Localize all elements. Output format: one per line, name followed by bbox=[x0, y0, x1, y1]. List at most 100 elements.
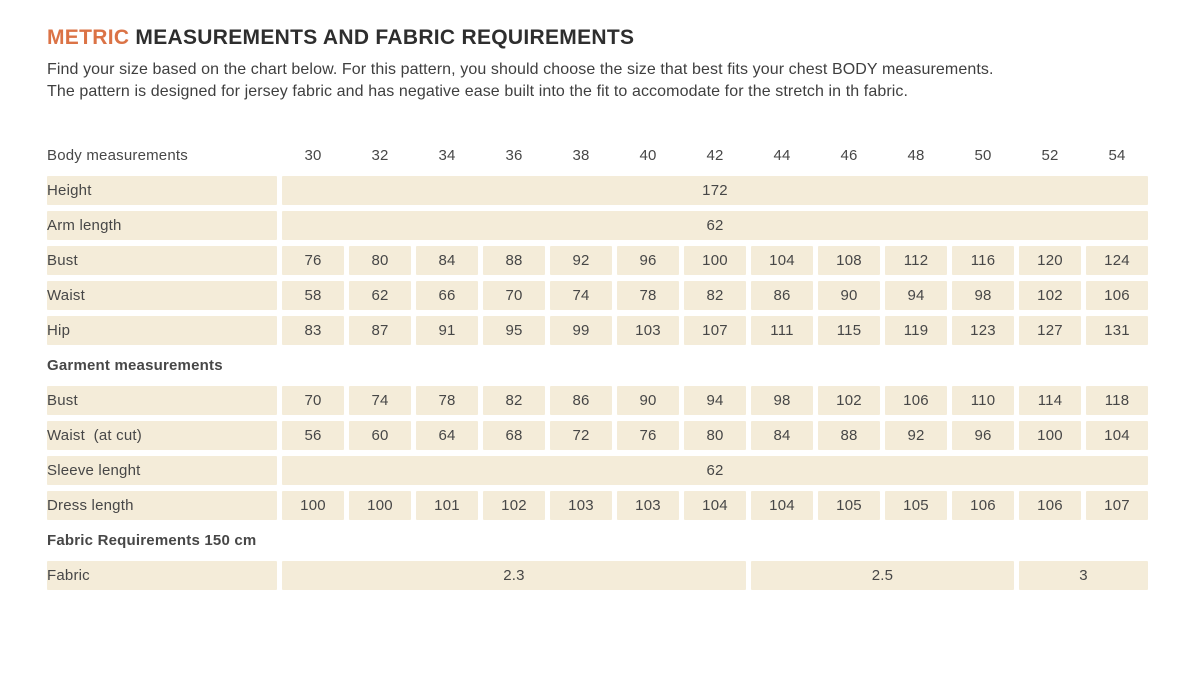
measurement-cell: 105 bbox=[885, 491, 947, 520]
size-column-header: 40 bbox=[639, 147, 657, 164]
measurement-cell: 98 bbox=[952, 281, 1014, 310]
measurement-cell: 70 bbox=[483, 281, 545, 310]
size-column-header: 32 bbox=[371, 147, 389, 164]
row-label: Dress length bbox=[47, 491, 277, 520]
size-column-header: 42 bbox=[706, 147, 724, 164]
measurement-cell: 82 bbox=[684, 281, 746, 310]
measurement-cell: 87 bbox=[349, 316, 411, 345]
measurement-cell: 106 bbox=[952, 491, 1014, 520]
measurement-cell: 115 bbox=[818, 316, 880, 345]
measurement-cell: 84 bbox=[416, 246, 478, 275]
table-row: Bust 70 74 78 82 86 90 94 98 102 106 110 114 118 bbox=[47, 386, 1148, 415]
size-column-header: 44 bbox=[773, 147, 791, 164]
measurement-cell: 94 bbox=[684, 386, 746, 415]
measurement-cell: 105 bbox=[818, 491, 880, 520]
measurement-cell: 90 bbox=[818, 281, 880, 310]
measurement-cell: 107 bbox=[1086, 491, 1148, 520]
table-row: Bust 76 80 84 88 92 96 100 104 108 112 116 120 124 bbox=[47, 246, 1148, 275]
measurement-cell: 72 bbox=[550, 421, 612, 450]
measurement-cell: 68 bbox=[483, 421, 545, 450]
measurement-cell: 100 bbox=[1019, 421, 1081, 450]
size-chart-table: Body measurements 30 32 34 36 38 40 42 44 46 48 50 5… bbox=[42, 135, 1153, 596]
size-column-header: 54 bbox=[1108, 147, 1126, 164]
table-row: Waist 58 62 66 70 74 78 82 86 90 94 98 102 106 bbox=[47, 281, 1148, 310]
measurement-cell: 110 bbox=[952, 386, 1014, 415]
measurement-cell: 92 bbox=[885, 421, 947, 450]
row-label: Height bbox=[47, 176, 277, 205]
measurement-cell: 119 bbox=[885, 316, 947, 345]
measurement-cell: 74 bbox=[550, 281, 612, 310]
measurement-cell: 74 bbox=[349, 386, 411, 415]
measurement-cell: 88 bbox=[818, 421, 880, 450]
size-column-header: 30 bbox=[304, 147, 322, 164]
measurement-cell: 106 bbox=[1086, 281, 1148, 310]
intro-paragraph: Find your size based on the chart below.… bbox=[47, 59, 1156, 103]
measurement-cell: 83 bbox=[282, 316, 344, 345]
size-column-header: 46 bbox=[840, 147, 858, 164]
measurement-cell: 98 bbox=[751, 386, 813, 415]
measurement-cell: 82 bbox=[483, 386, 545, 415]
intro-line-1: Find your size based on the chart below.… bbox=[47, 61, 994, 78]
fabric-cell: 3 bbox=[1019, 561, 1148, 590]
measurement-cell: 118 bbox=[1086, 386, 1148, 415]
measurement-cell: 92 bbox=[550, 246, 612, 275]
row-label: Hip bbox=[47, 316, 277, 345]
measurement-cell: 91 bbox=[416, 316, 478, 345]
measurement-cell: 60 bbox=[349, 421, 411, 450]
measurement-cell: 108 bbox=[818, 246, 880, 275]
fabric-cell: 2.5 bbox=[751, 561, 1014, 590]
column-header-label: Body measurements bbox=[47, 147, 188, 164]
merged-measurement-cell: 62 bbox=[282, 211, 1148, 240]
row-label: Waist (at cut) bbox=[47, 421, 277, 450]
table-row: Waist (at cut) 56 60 64 68 72 76 80 84 88 92 96 100 1… bbox=[47, 421, 1148, 450]
size-column-header: 50 bbox=[974, 147, 992, 164]
row-label: Bust bbox=[47, 246, 277, 275]
measurement-cell: 86 bbox=[751, 281, 813, 310]
measurement-cell: 103 bbox=[617, 491, 679, 520]
measurement-cell: 100 bbox=[684, 246, 746, 275]
measurement-cell: 104 bbox=[684, 491, 746, 520]
measurement-cell: 116 bbox=[952, 246, 1014, 275]
table-row: Body measurements 30 32 34 36 38 40 42 44 46 48 50 5… bbox=[47, 141, 1148, 170]
size-column-header: 38 bbox=[572, 147, 590, 164]
measurement-cell: 112 bbox=[885, 246, 947, 275]
page-title-rest: MEASUREMENTS AND FABRIC REQUIREMENTS bbox=[129, 26, 635, 49]
measurement-cell: 78 bbox=[617, 281, 679, 310]
measurement-cell: 114 bbox=[1019, 386, 1081, 415]
measurement-cell: 96 bbox=[617, 246, 679, 275]
row-label: Bust bbox=[47, 386, 277, 415]
size-column-header: 34 bbox=[438, 147, 456, 164]
measurement-cell: 102 bbox=[1019, 281, 1081, 310]
measurement-cell: 84 bbox=[751, 421, 813, 450]
section-header: Garment measurements bbox=[47, 357, 223, 374]
table-row: Fabric 2.3 2.5 3 bbox=[47, 561, 1148, 590]
row-label: Sleeve lenght bbox=[47, 456, 277, 485]
measurement-cell: 106 bbox=[885, 386, 947, 415]
size-column-header: 48 bbox=[907, 147, 925, 164]
measurement-cell: 76 bbox=[617, 421, 679, 450]
measurement-cell: 96 bbox=[952, 421, 1014, 450]
size-column-header: 36 bbox=[505, 147, 523, 164]
measurement-cell: 127 bbox=[1019, 316, 1081, 345]
measurement-cell: 88 bbox=[483, 246, 545, 275]
measurement-cell: 100 bbox=[282, 491, 344, 520]
measurement-cell: 58 bbox=[282, 281, 344, 310]
page-title: METRIC MEASUREMENTS AND FABRIC REQUIREME… bbox=[47, 26, 1156, 50]
merged-measurement-cell: 172 bbox=[282, 176, 1148, 205]
measurement-cell: 101 bbox=[416, 491, 478, 520]
row-label: Arm length bbox=[47, 211, 277, 240]
size-column-header: 52 bbox=[1041, 147, 1059, 164]
measurement-cell: 123 bbox=[952, 316, 1014, 345]
measurement-cell: 64 bbox=[416, 421, 478, 450]
measurement-cell: 104 bbox=[751, 491, 813, 520]
measurement-cell: 76 bbox=[282, 246, 344, 275]
measurement-cell: 103 bbox=[550, 491, 612, 520]
table-row: Fabric Requirements 150 cm bbox=[47, 526, 1148, 555]
section-header: Fabric Requirements 150 cm bbox=[47, 532, 257, 549]
measurement-cell: 62 bbox=[349, 281, 411, 310]
measurement-cell: 99 bbox=[550, 316, 612, 345]
measurement-cell: 131 bbox=[1086, 316, 1148, 345]
measurement-cell: 104 bbox=[751, 246, 813, 275]
row-label: Waist bbox=[47, 281, 277, 310]
table-row: Hip 83 87 91 95 99 103 107 111 115 119 123 127 131 bbox=[47, 316, 1148, 345]
